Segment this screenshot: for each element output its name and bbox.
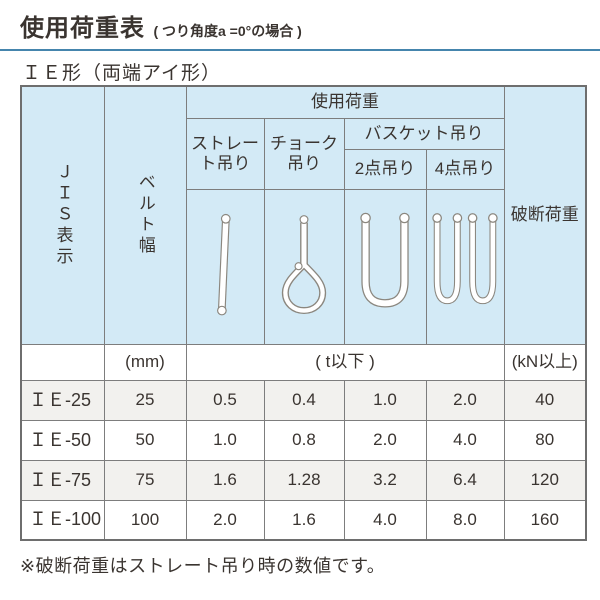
cell-breaking: 160 (503, 499, 587, 541)
header-basket-4point: 4点吊り (425, 148, 505, 190)
page-title-note: ( つり角度a =0°の場合 ) (153, 23, 302, 39)
header-jis: ＪＩＳ表示 (20, 85, 105, 345)
header-choker-hitch: チョーク吊り (263, 117, 345, 190)
cell-basket4: 8.0 (425, 499, 505, 541)
table-row-ie25: ＩＥ-25 25 0.5 0.4 1.0 2.0 40 (20, 379, 587, 421)
cell-belt: 50 (103, 419, 187, 461)
header-row-hitch-types: ストレート吊り チョーク吊り バスケット吊り (21, 117, 586, 190)
header-row-basket-points: 2点吊り 4点吊り (21, 148, 586, 190)
cell-choker: 0.4 (263, 379, 345, 421)
cell-straight: 0.5 (185, 379, 265, 421)
cell-choker: 0.8 (263, 419, 345, 461)
table-row-ie50: ＩＥ-50 50 1.0 0.8 2.0 4.0 80 (20, 419, 587, 461)
header-working-load: 使用荷重 (185, 85, 505, 119)
header-belt-width: ベルト幅 (103, 85, 187, 345)
header-basket-2point: 2点吊り (343, 148, 427, 190)
cell-belt: 25 (103, 379, 187, 421)
cell-breaking: 80 (503, 419, 587, 461)
cell-breaking: 40 (503, 379, 587, 421)
table-row-ie100: ＩＥ-100 100 2.0 1.6 4.0 8.0 160 (20, 499, 587, 541)
cell-jis: ＩＥ-75 (20, 459, 105, 501)
cell-belt: 100 (103, 499, 187, 541)
units-load: ( t以下 ) (185, 343, 505, 381)
cell-basket2: 4.0 (343, 499, 427, 541)
cell-jis: ＩＥ-50 (20, 419, 105, 461)
units-row: (mm) ( t以下 ) (kN以上) (20, 343, 587, 381)
header-basket-hitch: バスケット吊り (343, 117, 505, 150)
basket-4point-sling-cell (425, 188, 505, 345)
cell-belt: 75 (103, 459, 187, 501)
choker-sling-icon (265, 190, 343, 343)
cell-straight: 1.6 (185, 459, 265, 501)
cell-basket2: 2.0 (343, 419, 427, 461)
cell-jis: ＩＥ-100 (20, 499, 105, 541)
choker-sling-cell (263, 188, 345, 345)
cell-straight: 1.0 (185, 419, 265, 461)
cell-straight: 2.0 (185, 499, 265, 541)
cell-jis: ＩＥ-25 (20, 379, 105, 421)
header-straight-hitch: ストレート吊り (185, 117, 265, 190)
page-header: 使用荷重表 ( つり角度a =0°の場合 ) (0, 8, 600, 51)
basket-2point-sling-cell (343, 188, 427, 345)
units-breaking: (kN以上) (503, 343, 587, 381)
cell-basket4: 6.4 (425, 459, 505, 501)
cell-basket4: 2.0 (425, 379, 505, 421)
basket-2point-sling-icon (345, 190, 425, 343)
units-belt: (mm) (103, 343, 187, 381)
cell-basket2: 1.0 (343, 379, 427, 421)
load-spec-table: ＪＩＳ表示 ベルト幅 使用荷重 破断荷重 ストレート吊り チョーク吊り バスケッ… (20, 85, 587, 541)
table-row-ie75: ＩＥ-75 75 1.6 1.28 3.2 6.4 120 (20, 459, 587, 501)
header-row-load-group: ＪＩＳ表示 ベルト幅 使用荷重 破断荷重 (20, 85, 587, 345)
cell-choker: 1.6 (263, 499, 345, 541)
footnote: ※破断荷重はストレート吊り時の数値です。 (20, 556, 386, 576)
header-breaking-load: 破断荷重 (503, 85, 587, 345)
cell-breaking: 120 (503, 459, 587, 501)
header-row-icons (21, 188, 586, 345)
table-subtitle: ＩＥ形（両端アイ形） (22, 63, 222, 84)
page-title: 使用荷重表 (20, 15, 145, 42)
basket-4point-sling-icon (427, 190, 503, 343)
cell-basket4: 4.0 (425, 419, 505, 461)
straight-sling-cell (185, 188, 265, 345)
cell-basket2: 3.2 (343, 459, 427, 501)
straight-sling-icon (187, 190, 263, 343)
cell-choker: 1.28 (263, 459, 345, 501)
units-jis-blank (20, 343, 105, 381)
